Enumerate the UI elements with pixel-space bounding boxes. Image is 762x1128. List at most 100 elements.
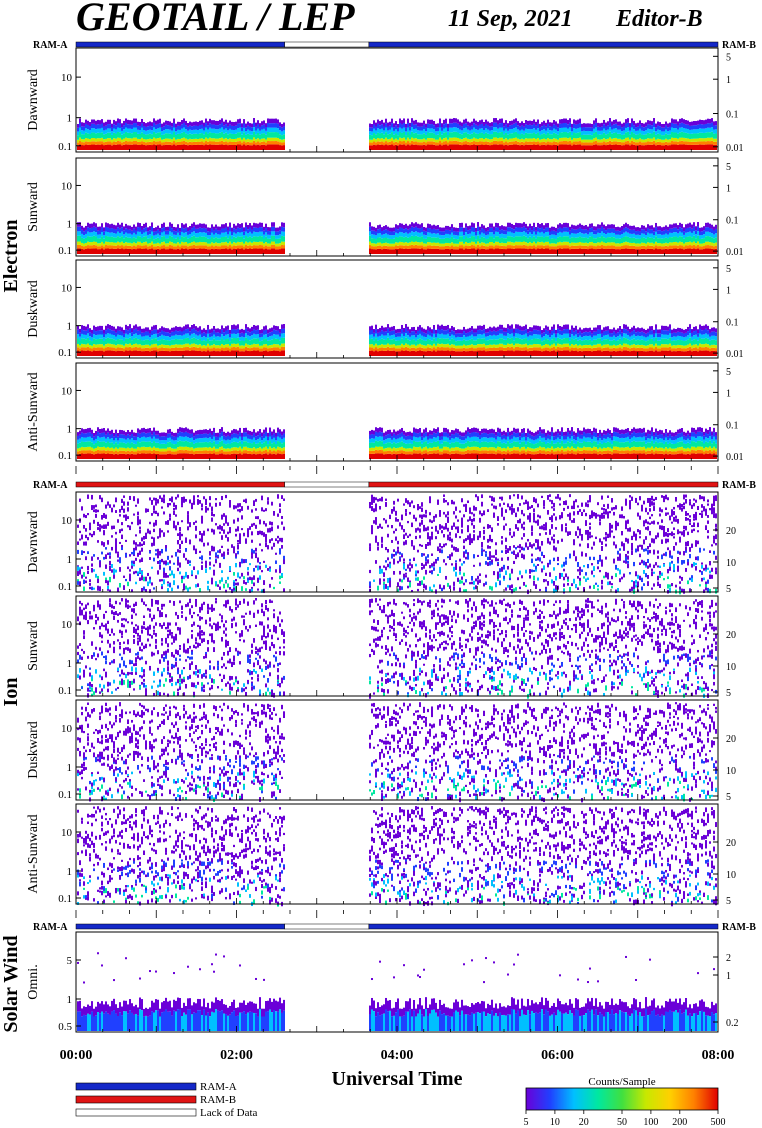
panel-stack: RAM-A RAM-B 10 1 0.1 5 1 0.1 0.01 Dawnward 10 1 0.1 5… xyxy=(26,40,756,1033)
legend-swatch-ram-b xyxy=(76,1096,196,1103)
ram-bar-segment xyxy=(369,482,718,487)
y-tick-label-left: 1 xyxy=(67,219,73,231)
colorbar-tick-label: 500 xyxy=(711,1117,726,1128)
y-tick-label-right: 1 xyxy=(726,285,731,296)
ram-label-left: RAM-A xyxy=(33,480,68,491)
panel-ylabel: Dawnward xyxy=(26,511,41,572)
y-tick-label-right: 5 xyxy=(726,162,731,173)
panel-ylabel: Duskward xyxy=(26,721,41,779)
y-tick-label-left: 10 xyxy=(61,619,73,631)
y-tick-label-left: 10 xyxy=(61,180,73,192)
x-tick-label: 06:00 xyxy=(541,1048,574,1063)
x-axis: 00:00 02:00 04:00 06:00 08:00 xyxy=(60,1048,735,1063)
y-tick-label-right: 5 xyxy=(726,52,731,63)
y-tick-label-left: 10 xyxy=(61,827,73,839)
panel-ylabel: Sunward xyxy=(26,621,41,671)
legend-label-ram-b: RAM-B xyxy=(200,1094,236,1106)
colorbar-tick-label: 100 xyxy=(643,1117,658,1128)
y-tick-label-right: 20 xyxy=(726,526,736,537)
panel-ylabel: Duskward xyxy=(26,280,41,338)
colorbar-tick-label: 200 xyxy=(672,1117,687,1128)
y-tick-label-left: 10 xyxy=(61,385,73,397)
legend-swatch-ram-a xyxy=(76,1083,196,1090)
spectrogram xyxy=(77,952,717,1031)
y-tick-label-left: 10 xyxy=(61,515,73,527)
y-tick-label-left: 1 xyxy=(67,994,73,1006)
y-tick-label-left: 1 xyxy=(67,321,73,333)
y-tick-label-right: 0.2 xyxy=(726,1018,739,1029)
y-tick-label-right: 5 xyxy=(726,264,731,275)
y-tick-label-right: 20 xyxy=(726,630,736,641)
y-tick-label-left: 0.1 xyxy=(58,685,72,697)
ram-legend: RAM-A RAM-B Lack of Data xyxy=(76,1081,258,1119)
spectrogram xyxy=(77,222,717,254)
y-tick-label-right: 0.1 xyxy=(726,216,739,227)
ram-bar-segment xyxy=(76,482,285,487)
group-label-ion: Ion xyxy=(0,678,22,707)
plot-date: 11 Sep, 2021 xyxy=(448,6,573,32)
ram-label-left: RAM-A xyxy=(33,40,68,51)
y-tick-label-right: 0.01 xyxy=(726,349,744,360)
ram-bar-gap xyxy=(285,42,369,47)
y-tick-label-left: 10 xyxy=(61,72,73,84)
panel-ylabel: Anti-Sunward xyxy=(26,372,41,451)
panel-ylabel: Omni. xyxy=(26,964,41,999)
panel-solar-wind-omni-: RAM-A RAM-B 5 1 0.5 2 1 0.2 Omni. xyxy=(26,922,756,1033)
y-tick-label-left: 1 xyxy=(67,424,73,436)
y-tick-label-right: 5 xyxy=(726,896,731,907)
colorbar-title: Counts/Sample xyxy=(588,1076,655,1088)
y-tick-label-right: 10 xyxy=(726,558,736,569)
y-tick-label-left: 1 xyxy=(67,658,73,670)
y-tick-label-left: 0.5 xyxy=(58,1021,72,1033)
spectrogram xyxy=(77,324,717,356)
plot-editor: Editor-B xyxy=(615,6,703,32)
ram-label-left: RAM-A xyxy=(33,922,68,933)
panel-ylabel: Sunward xyxy=(26,182,41,232)
x-tick-label: 08:00 xyxy=(702,1048,735,1063)
y-tick-label-right: 1 xyxy=(726,75,731,86)
y-tick-label-left: 0.1 xyxy=(58,789,72,801)
y-tick-label-right: 0.1 xyxy=(726,110,739,121)
panel-ylabel: Dawnward xyxy=(26,69,41,130)
ram-bar-segment xyxy=(369,924,718,929)
ram-bar-gap xyxy=(285,924,369,929)
ram-label-right: RAM-B xyxy=(722,40,756,51)
y-tick-label-left: 1 xyxy=(67,762,73,774)
y-tick-label-right: 1 xyxy=(726,183,731,194)
panel-ion-sunward: 10 1 0.1 20 10 5 Sunward xyxy=(26,596,736,699)
ram-label-right: RAM-B xyxy=(722,922,756,933)
y-tick-label-right: 5 xyxy=(726,367,731,378)
y-tick-label-left: 1 xyxy=(67,113,73,125)
spectrogram xyxy=(77,702,717,802)
ram-bar-segment xyxy=(76,42,285,47)
y-tick-label-right: 10 xyxy=(726,766,736,777)
y-tick-label-left: 0.1 xyxy=(58,581,72,593)
ram-bar-gap xyxy=(285,482,369,487)
spectrogram xyxy=(77,598,717,699)
y-tick-label-right: 5 xyxy=(726,792,731,803)
y-tick-label-right: 5 xyxy=(726,688,731,699)
ram-bar-segment xyxy=(76,924,285,929)
colorbar: Counts/Sample 5 10 20 50 100 200 500 xyxy=(524,1076,726,1128)
y-tick-label-right: 1 xyxy=(726,971,731,982)
y-tick-label-left: 10 xyxy=(61,282,73,294)
y-tick-label-right: 10 xyxy=(726,662,736,673)
spectrogram xyxy=(77,806,717,907)
spectrogram xyxy=(77,427,717,459)
y-tick-label-right: 5 xyxy=(726,584,731,595)
y-tick-label-right: 0.1 xyxy=(726,421,739,432)
y-tick-label-left: 1 xyxy=(67,866,73,878)
y-tick-label-right: 0.01 xyxy=(726,452,744,463)
legend-label-lack-of-data: Lack of Data xyxy=(200,1107,258,1119)
y-tick-label-right: 0.1 xyxy=(726,318,739,329)
plot-title: GEOTAIL / LEP xyxy=(76,0,355,39)
y-tick-label-right: 0.01 xyxy=(726,143,744,154)
x-tick-label: 00:00 xyxy=(60,1048,93,1063)
y-tick-label-left: 5 xyxy=(67,955,73,967)
y-tick-label-left: 10 xyxy=(61,723,73,735)
y-tick-label-right: 2 xyxy=(726,953,731,964)
